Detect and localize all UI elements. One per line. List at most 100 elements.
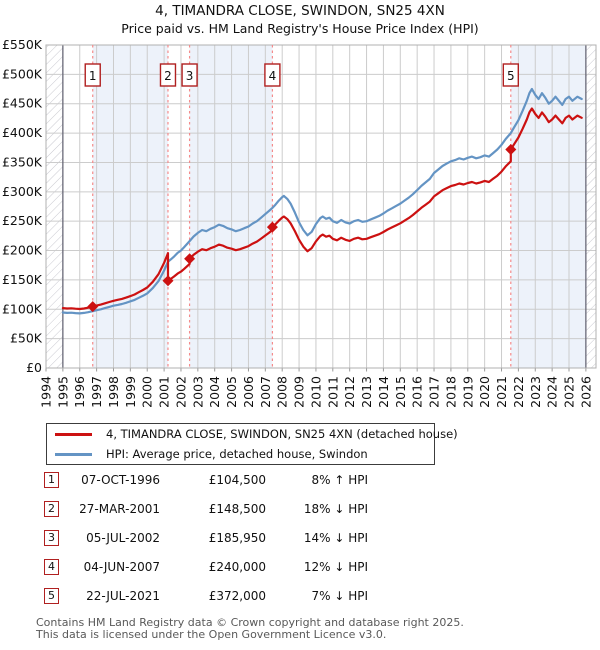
sale-number-badge: 2	[44, 501, 59, 517]
x-tick-label: 2003	[190, 376, 205, 408]
x-tick-label: 2023	[528, 376, 543, 408]
x-tick-label: 2022	[511, 376, 526, 408]
x-tick-label: 2008	[275, 376, 290, 408]
sale-hpi-comparison: 12% ↓ HPI	[303, 560, 368, 574]
x-tick-label: 2020	[477, 376, 492, 408]
price-line-swatch	[55, 432, 92, 436]
x-tick-label: 1996	[72, 376, 87, 408]
footer-line-2: This data is licensed under the Open Gov…	[36, 628, 387, 641]
hpi-line	[61, 87, 583, 315]
sale-date: 22-JUL-2021	[86, 589, 160, 603]
sale-diamond-marker	[184, 253, 196, 265]
y-tick-label: £250K	[2, 213, 43, 228]
shaded-band	[510, 45, 586, 368]
x-tick-label: 2001	[157, 376, 172, 408]
page-title: 4, TIMANDRA CLOSE, SWINDON, SN25 4XN	[155, 3, 445, 19]
legend: 4, TIMANDRA CLOSE, SWINDON, SN25 4XN (de…	[46, 423, 458, 465]
sale-number-badge: 1	[44, 472, 59, 488]
y-axis-labels: £0 £50K £100K £150K £200K £250K £300K £350K £400…	[2, 37, 43, 375]
table-row: 2 27-MAR-2001 £148,500 18% ↓ HPI	[0, 500, 600, 529]
sale-flag-number: 5	[507, 69, 515, 83]
sale-number-badge: 5	[44, 588, 59, 604]
sale-hpi-comparison: 18% ↓ HPI	[303, 502, 368, 516]
license-footer: Contains HM Land Registry data © Crown c…	[36, 617, 596, 641]
y-tick-label: £550K	[2, 37, 43, 52]
legend-entry: 4, TIMANDRA CLOSE, SWINDON, SN25 4XN (de…	[47, 426, 458, 442]
sale-number-badge: 3	[44, 530, 59, 546]
x-tick-label: 2006	[241, 376, 256, 408]
footer-line-1: Contains HM Land Registry data © Crown c…	[36, 616, 464, 629]
sale-hpi-comparison: 14% ↓ HPI	[303, 531, 368, 545]
sale-hpi-comparison: 7% ↓ HPI	[311, 589, 368, 603]
sale-flag-box	[181, 63, 198, 87]
y-tick-label: £0	[26, 360, 42, 375]
sale-price: £104,500	[208, 473, 266, 487]
sale-price: £240,000	[208, 560, 266, 574]
legend-label: HPI: Average price, detached house, Swin…	[106, 447, 368, 461]
x-tick-label: 2017	[427, 376, 442, 408]
table-row: 1 07-OCT-1996 £104,500 8% ↑ HPI	[0, 471, 600, 500]
sale-flag-number: 1	[89, 69, 97, 83]
x-tick-label: 1994	[39, 376, 54, 408]
x-tick-label: 2018	[443, 376, 458, 408]
table-row: 4 04-JUN-2007 £240,000 12% ↓ HPI	[0, 558, 600, 587]
x-tick-label: 2024	[545, 376, 560, 408]
y-tick-label: £150K	[2, 272, 43, 287]
sale-diamond-marker	[162, 275, 174, 287]
shaded-band	[189, 45, 273, 368]
x-tick-label: 2002	[174, 376, 189, 408]
sale-flag-box	[264, 63, 281, 87]
x-tick-label: 2014	[376, 376, 391, 408]
y-tick-label: £450K	[2, 96, 43, 111]
y-tick-label: £300K	[2, 184, 43, 199]
table-row: 3 05-JUL-2002 £185,950 14% ↓ HPI	[0, 529, 600, 558]
sale-price: £185,950	[208, 531, 266, 545]
sale-date: 05-JUL-2002	[86, 531, 160, 545]
sale-diamond-marker	[266, 221, 278, 233]
price-line	[61, 107, 583, 311]
sale-flag-number: 3	[186, 69, 194, 83]
y-tick-label: £350K	[2, 154, 43, 169]
x-tick-label: 2013	[359, 376, 374, 408]
x-tick-label: 1995	[55, 376, 70, 408]
sale-flag-box	[84, 63, 101, 87]
hatched-band	[46, 45, 63, 368]
sale-diamond-marker	[505, 144, 517, 155]
sale-number-badge: 4	[44, 559, 59, 575]
x-tick-label: 2012	[342, 376, 357, 408]
x-tick-label: 2019	[460, 376, 475, 408]
table-row: 5 22-JUL-2021 £372,000 7% ↓ HPI	[0, 587, 600, 616]
sale-flag-number: 4	[269, 69, 277, 83]
legend-label: 4, TIMANDRA CLOSE, SWINDON, SN25 4XN (de…	[106, 427, 458, 441]
sale-date: 27-MAR-2001	[79, 502, 160, 516]
x-tick-label: 1998	[106, 376, 121, 408]
x-tick-label: 2026	[578, 376, 593, 408]
sale-hpi-comparison: 8% ↑ HPI	[311, 473, 368, 487]
x-tick-label: 2010	[308, 376, 323, 408]
x-tick-label: 2021	[494, 376, 509, 408]
y-tick-label: £400K	[2, 125, 43, 140]
y-tick-label: £100K	[2, 301, 43, 316]
y-tick-label: £200K	[2, 243, 43, 258]
page-subtitle: Price paid vs. HM Land Registry's House …	[121, 21, 479, 36]
sale-point-markers	[87, 144, 517, 313]
sale-diamond-marker	[87, 301, 99, 313]
x-tick-label: 2000	[140, 376, 155, 408]
x-tick-label: 1997	[89, 376, 104, 408]
sale-flag-number: 2	[164, 69, 172, 83]
sale-date: 07-OCT-1996	[81, 473, 160, 487]
hpi-line-swatch	[55, 452, 92, 456]
x-axis-labels: 1994 1995 1996 1997 1998 1999 2000 2001 2002 2003…	[39, 376, 594, 408]
x-tick-label: 2007	[258, 376, 273, 408]
no-data-hatched-bands	[46, 45, 596, 368]
x-tick-label: 2004	[207, 376, 222, 408]
x-tick-label: 1999	[123, 376, 138, 408]
sale-price: £148,500	[208, 502, 266, 516]
hatched-band	[585, 45, 596, 368]
x-tick-label: 2011	[325, 376, 340, 408]
gridlines	[45, 44, 597, 372]
sale-date: 04-JUN-2007	[83, 560, 160, 574]
ownership-shaded-bands	[92, 45, 586, 368]
legend-entry: HPI: Average price, detached house, Swin…	[47, 446, 434, 462]
